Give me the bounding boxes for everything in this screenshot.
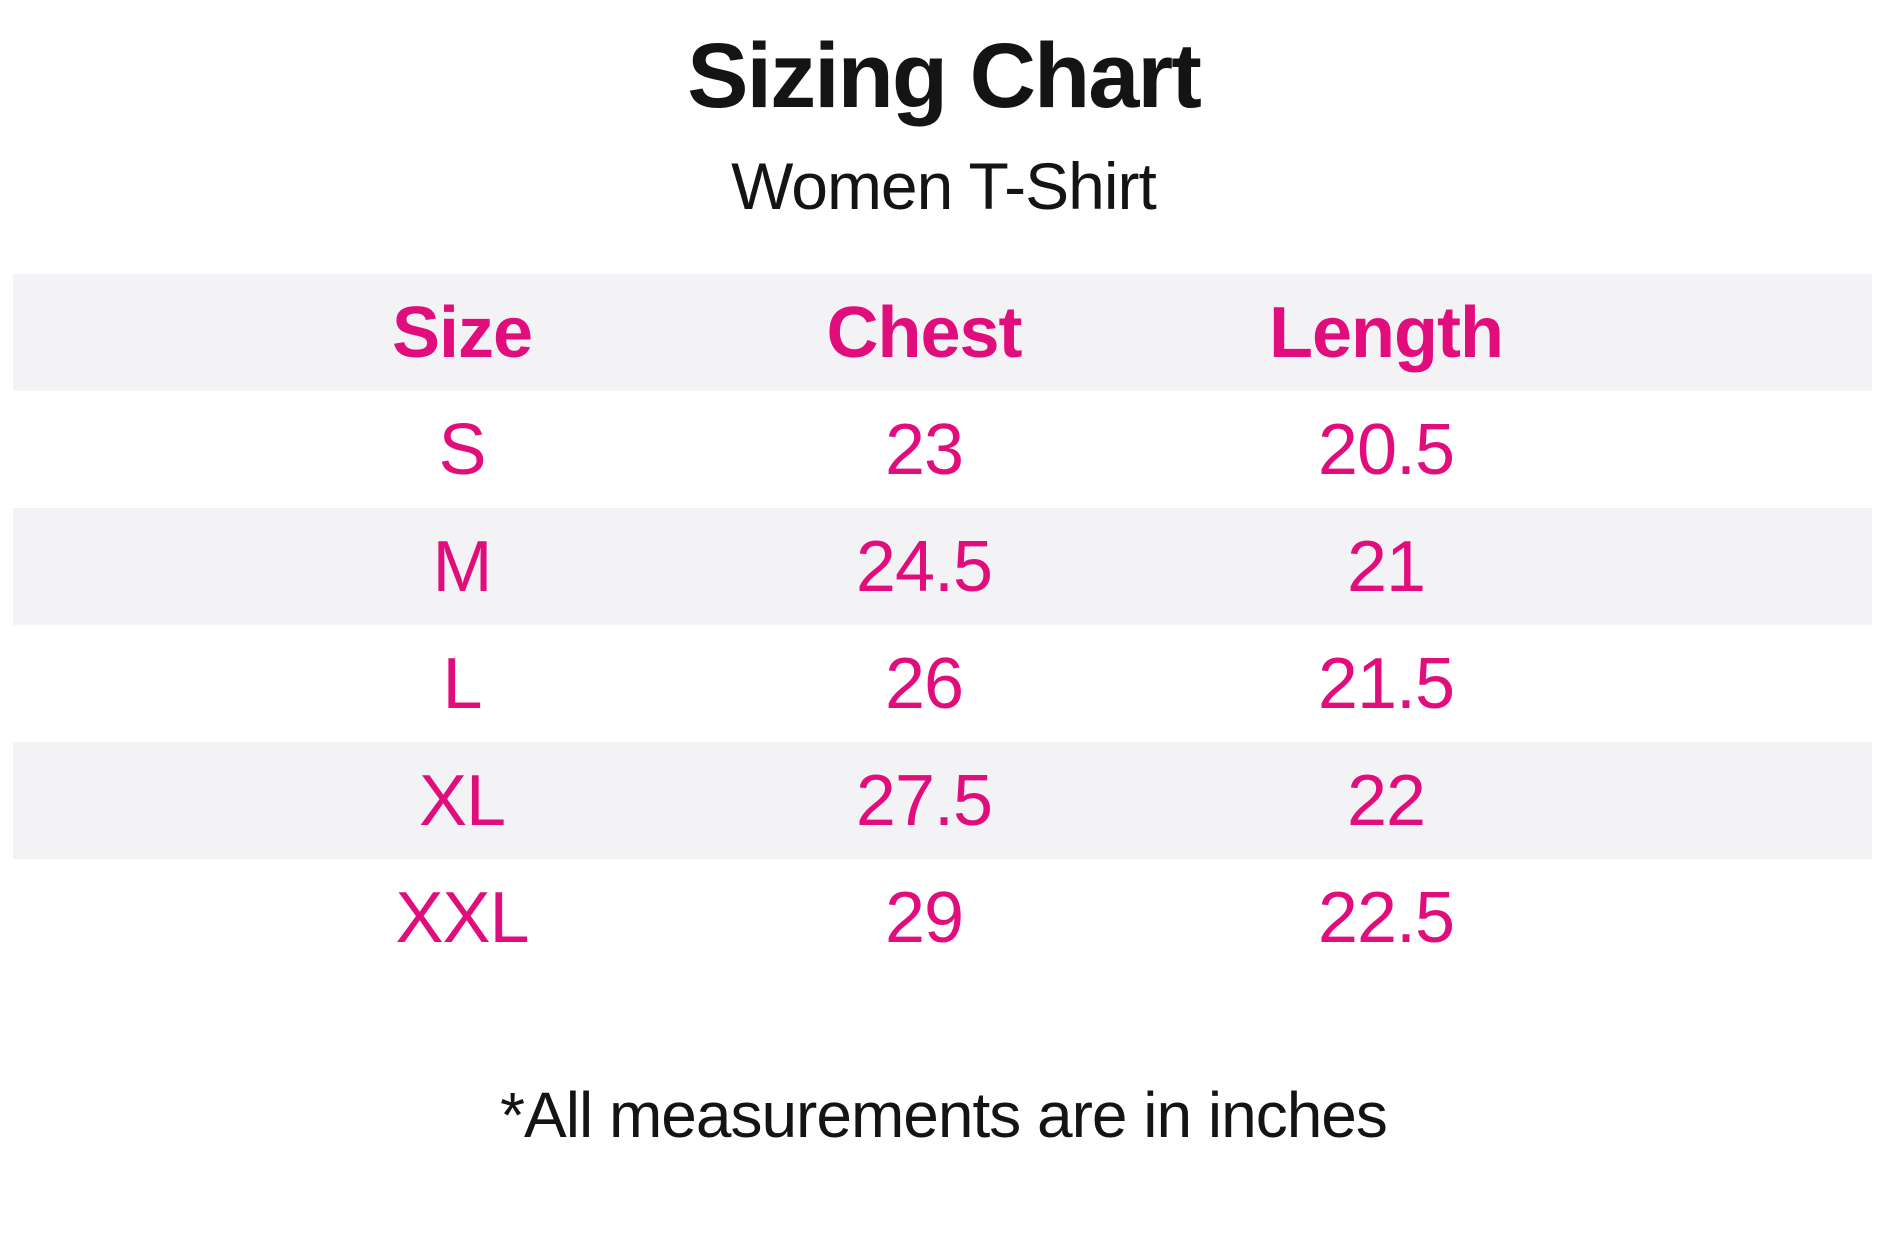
length-cell: 21.5 [1317,643,1455,724]
column-header-size: Size [391,292,533,373]
table-header-row: Size Chest Length [13,274,1872,391]
table-row-s: S 23 20.5 [13,391,1872,508]
length-cell: 22.5 [1317,877,1455,958]
chest-cell: 24.5 [855,526,993,607]
size-cell: XXL [395,877,529,958]
size-cell: L [442,643,482,724]
table-row-m: M 24.5 21 [13,508,1872,625]
size-cell: M [432,526,493,607]
page-subtitle: Women T-Shirt [731,149,1157,223]
column-header-length: Length [1269,292,1504,373]
length-cell: 21 [1346,526,1426,607]
chest-cell: 29 [884,877,964,958]
length-cell: 20.5 [1317,409,1455,490]
column-header-chest: Chest [826,292,1022,373]
chest-cell: 26 [884,643,964,724]
sizing-table: Size Chest Length S 23 20.5 M 24.5 21 L … [13,274,1872,976]
table-row-l: L 26 21.5 [13,625,1872,742]
table-row-xxl: XXL 29 22.5 [13,859,1872,976]
measurements-footnote: *All measurements are in inches [500,1079,1388,1151]
table-row-xl: XL 27.5 22 [13,742,1872,859]
size-cell: S [438,409,486,490]
size-cell: XL [418,760,506,841]
page-title: Sizing Chart [687,25,1202,127]
chest-cell: 23 [884,409,964,490]
length-cell: 22 [1346,760,1426,841]
chest-cell: 27.5 [855,760,993,841]
